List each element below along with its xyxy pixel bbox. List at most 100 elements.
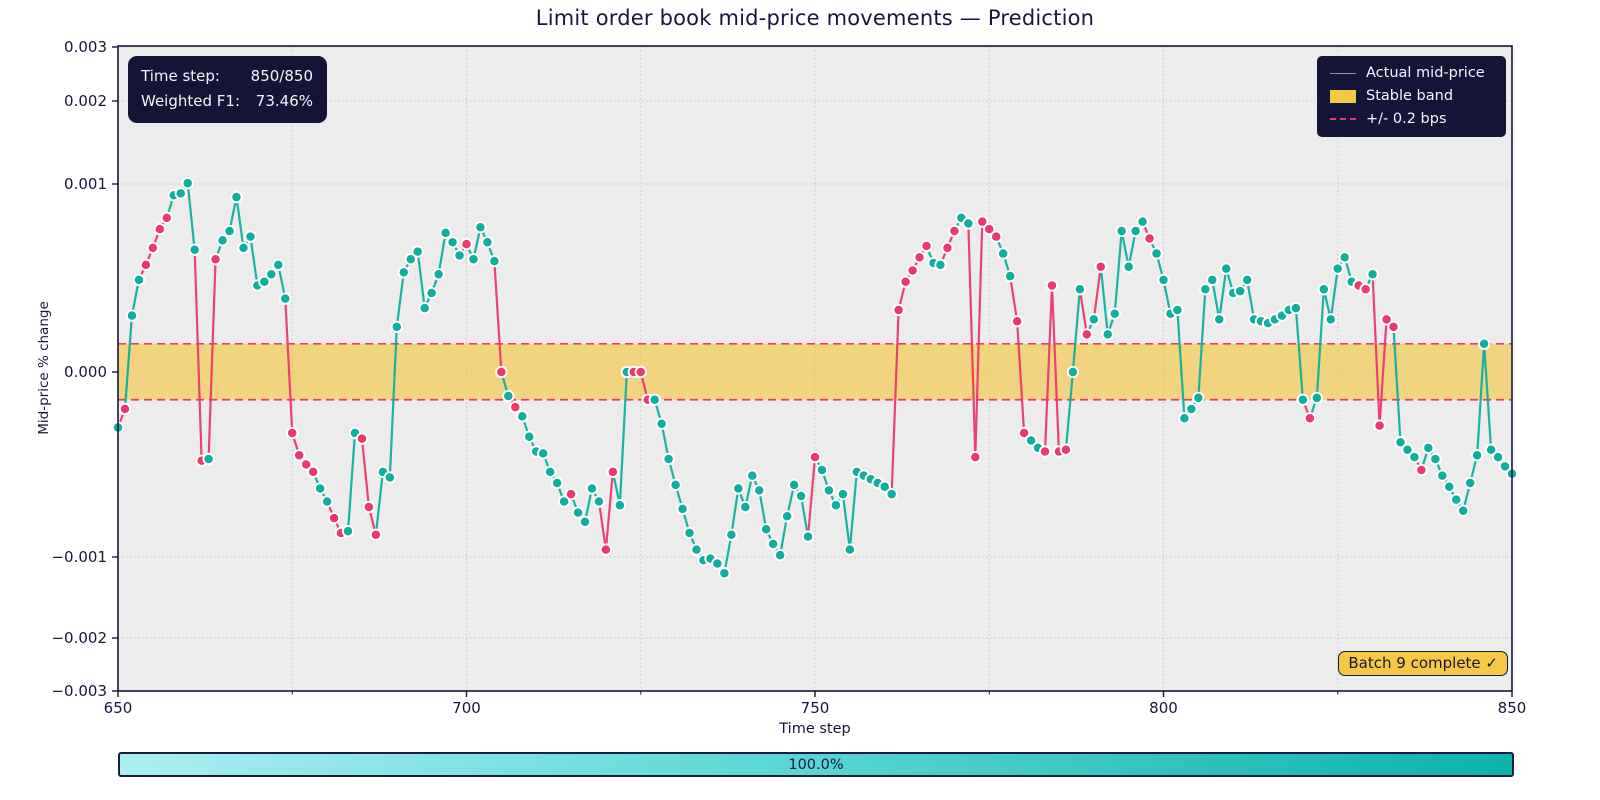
weighted-f1-label: Weighted F1: xyxy=(141,91,241,110)
data-point xyxy=(244,230,257,243)
series-segment xyxy=(1113,230,1123,314)
data-point xyxy=(808,450,822,464)
data-point xyxy=(411,245,424,258)
series-segment xyxy=(974,221,984,458)
progress-percentage: 100.0% xyxy=(788,756,844,773)
series-segment xyxy=(1378,319,1388,426)
data-point xyxy=(1087,313,1100,326)
data-point xyxy=(780,510,794,523)
data-point xyxy=(732,482,745,495)
data-point xyxy=(439,226,452,240)
data-point xyxy=(1115,224,1128,238)
data-point xyxy=(1004,269,1017,283)
series-segment xyxy=(841,493,851,550)
legend-item-threshold: +/- 0.2 bps xyxy=(1330,111,1490,127)
series-segment xyxy=(1315,289,1325,398)
data-point xyxy=(557,495,571,508)
data-point xyxy=(516,410,529,423)
data-point xyxy=(495,365,508,379)
series-segment xyxy=(1392,326,1402,443)
y-tick-label: 0.000 xyxy=(64,363,107,381)
series-segment xyxy=(597,501,607,550)
data-point xyxy=(711,557,724,570)
data-point xyxy=(976,215,989,228)
data-point xyxy=(899,275,912,288)
data-point xyxy=(188,243,201,256)
data-point xyxy=(1408,450,1421,464)
legend-label-actual: Actual mid-price xyxy=(1366,65,1485,81)
data-point xyxy=(397,266,410,279)
data-point xyxy=(327,512,341,525)
series-segment xyxy=(758,490,768,530)
data-point xyxy=(202,452,215,466)
series-segment xyxy=(207,259,217,459)
data-point xyxy=(537,447,550,460)
data-point xyxy=(1122,260,1135,273)
series-segment xyxy=(604,471,614,550)
data-point xyxy=(585,482,599,495)
data-point xyxy=(488,254,501,268)
y-tick-label: 0.001 xyxy=(64,175,107,193)
data-point xyxy=(941,241,954,255)
data-point xyxy=(906,264,919,277)
data-point xyxy=(418,301,431,315)
data-point xyxy=(307,465,320,479)
y-tick-label: −0.003 xyxy=(51,682,107,700)
data-point xyxy=(355,432,369,445)
x-tick-label: 800 xyxy=(1149,699,1178,717)
data-point xyxy=(787,478,801,491)
series-segment xyxy=(346,432,357,532)
data-point xyxy=(1303,412,1317,425)
data-point xyxy=(341,524,355,538)
data-point xyxy=(1359,283,1372,296)
series-segment xyxy=(1218,268,1228,320)
data-point xyxy=(265,268,278,281)
data-point xyxy=(1066,365,1080,379)
data-point xyxy=(509,400,522,414)
data-point xyxy=(1415,463,1428,477)
data-point xyxy=(1471,449,1484,462)
series-segment xyxy=(1211,279,1221,320)
data-point xyxy=(564,487,578,501)
series-segment xyxy=(1099,266,1109,335)
data-point xyxy=(669,478,682,491)
series-segment xyxy=(235,197,245,249)
data-point xyxy=(969,450,982,464)
series-segment xyxy=(437,232,447,275)
series-segment xyxy=(249,236,259,286)
data-point xyxy=(453,249,466,262)
data-point xyxy=(272,258,285,271)
data-point xyxy=(578,515,592,528)
data-point xyxy=(460,238,473,251)
data-point xyxy=(286,426,299,440)
data-point xyxy=(1373,419,1386,432)
dashed-line-swatch-icon xyxy=(1330,118,1356,120)
data-point xyxy=(774,549,787,562)
data-point xyxy=(1422,441,1435,454)
legend-item-stable-band: Stable band xyxy=(1330,88,1490,104)
y-tick-label: −0.001 xyxy=(51,548,107,566)
data-point xyxy=(1443,480,1456,493)
weighted-f1-row: Weighted F1: 73.46% xyxy=(141,89,313,114)
y-axis-label: Mid-price % change xyxy=(36,301,52,435)
data-point xyxy=(404,253,417,266)
series-segment xyxy=(1009,275,1019,322)
series-segment xyxy=(1176,309,1186,419)
series-segment xyxy=(618,371,628,506)
data-point xyxy=(648,393,661,406)
data-point xyxy=(369,528,383,541)
data-point xyxy=(1094,260,1107,273)
progress-bar[interactable]: 100.0% xyxy=(118,752,1514,777)
data-point xyxy=(1401,443,1414,456)
data-point xyxy=(1429,452,1442,466)
data-point xyxy=(1017,426,1031,440)
data-point xyxy=(843,543,856,556)
data-point xyxy=(1171,303,1184,317)
data-point xyxy=(1366,268,1379,281)
data-point xyxy=(794,489,808,503)
time-step-label: Time step: xyxy=(141,67,220,85)
data-point xyxy=(1498,460,1512,473)
data-point xyxy=(836,487,850,501)
data-point xyxy=(125,309,139,322)
